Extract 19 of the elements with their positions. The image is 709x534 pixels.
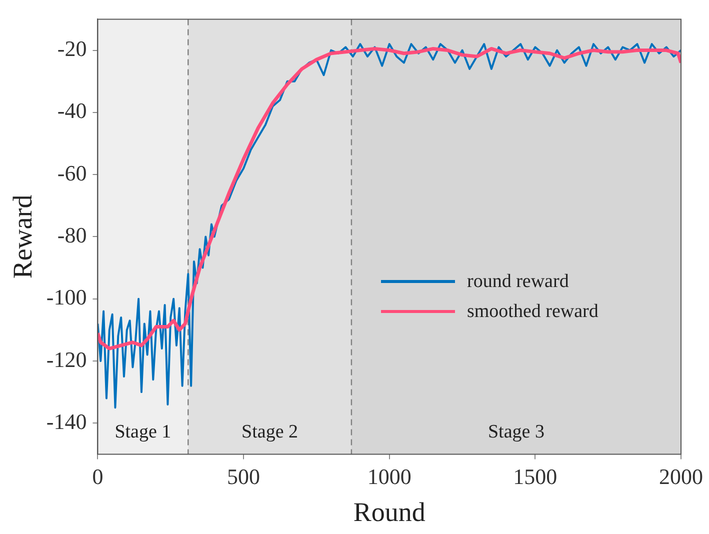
y-tick-label: -80 <box>57 222 87 248</box>
legend-label: round reward <box>467 270 569 293</box>
x-tick-label: 1000 <box>367 464 412 490</box>
y-tick-label: -40 <box>57 98 87 124</box>
y-axis-title: Reward <box>7 194 38 279</box>
x-tick-label: 0 <box>92 464 104 490</box>
x-tick-label: 500 <box>227 464 260 490</box>
y-tick-label: -140 <box>46 408 87 434</box>
legend-label: smoothed reward <box>467 300 598 323</box>
x-tick-label: 2000 <box>659 464 703 490</box>
y-tick-label: -60 <box>57 160 87 186</box>
x-tick-label: 1500 <box>513 464 558 490</box>
band-label: Stage 1 <box>114 422 172 443</box>
y-tick-label: -20 <box>57 36 87 62</box>
band-label: Stage 3 <box>488 422 544 443</box>
band-label: Stage 2 <box>242 422 298 443</box>
x-axis-title: Round <box>353 496 426 527</box>
y-tick-label: -120 <box>46 346 87 372</box>
y-tick-label: -100 <box>46 284 87 310</box>
